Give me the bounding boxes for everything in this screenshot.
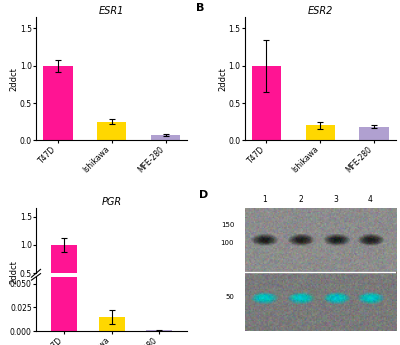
Bar bbox=[99, 317, 125, 331]
Bar bbox=[99, 301, 125, 302]
Text: 100: 100 bbox=[221, 239, 234, 246]
Bar bbox=[151, 135, 180, 140]
Y-axis label: 2ddct: 2ddct bbox=[218, 67, 227, 91]
Text: 4: 4 bbox=[368, 195, 373, 204]
Title: ESR1: ESR1 bbox=[99, 7, 124, 17]
Text: B: B bbox=[196, 3, 205, 13]
Y-axis label: 2ddct: 2ddct bbox=[9, 67, 18, 91]
Text: 50: 50 bbox=[225, 294, 234, 300]
Bar bbox=[146, 330, 172, 331]
Text: 2ddct: 2ddct bbox=[10, 260, 18, 284]
Bar bbox=[252, 66, 281, 140]
Bar bbox=[51, 0, 77, 331]
Bar bbox=[306, 126, 335, 140]
Text: 1: 1 bbox=[262, 195, 267, 204]
Title: PGR: PGR bbox=[102, 197, 122, 207]
Bar bbox=[43, 66, 72, 140]
Text: 150: 150 bbox=[221, 222, 234, 228]
Bar bbox=[51, 245, 77, 302]
Text: D: D bbox=[199, 190, 209, 200]
Title: ESR2: ESR2 bbox=[308, 7, 333, 17]
Text: 2: 2 bbox=[298, 195, 303, 204]
Text: 3: 3 bbox=[333, 195, 338, 204]
Bar bbox=[360, 127, 389, 140]
Bar bbox=[97, 122, 126, 140]
